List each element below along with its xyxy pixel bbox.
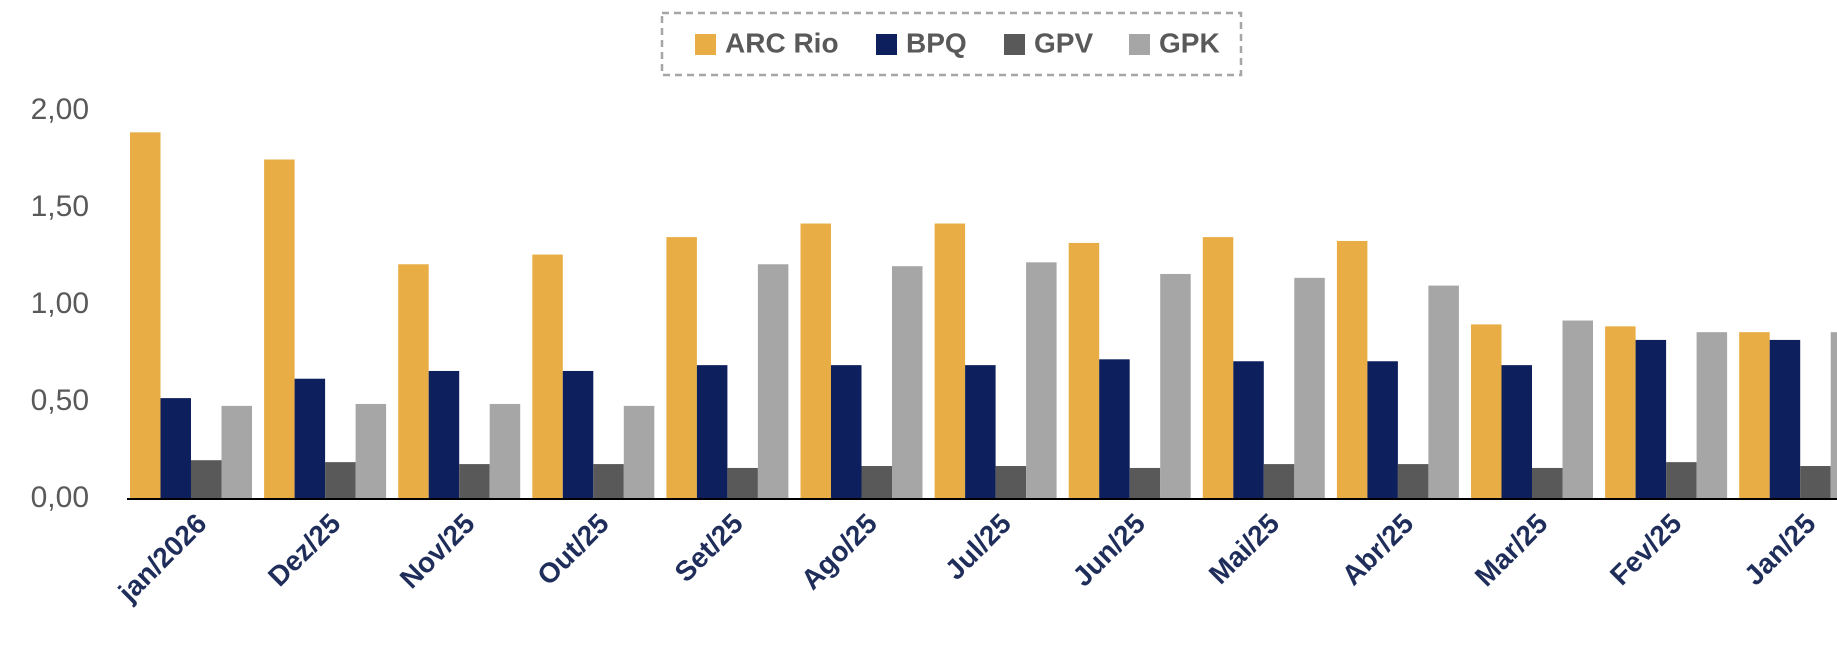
- bar: [532, 254, 563, 499]
- x-tick-label: Ago/25: [795, 508, 883, 596]
- bar: [1026, 262, 1057, 499]
- y-tick-label: 1,50: [31, 190, 89, 223]
- bar: [696, 365, 728, 499]
- x-tick-label: Nov/25: [394, 508, 481, 595]
- bar: [1769, 339, 1801, 499]
- legend-swatch: [1129, 34, 1150, 55]
- bar: [1830, 332, 1837, 499]
- bar: [1367, 361, 1398, 499]
- x-tick-label: Set/25: [669, 508, 749, 588]
- bar: [892, 266, 923, 499]
- bar: [221, 405, 252, 499]
- bar: [1294, 277, 1325, 499]
- legend-box: [660, 11, 1243, 77]
- legend-swatch: [1004, 34, 1025, 55]
- bar: [428, 370, 460, 499]
- y-tick-label: 0,50: [31, 384, 89, 417]
- y-tick-label: 0,00: [31, 481, 89, 514]
- bar: [191, 460, 222, 499]
- bar: [1336, 240, 1368, 500]
- bar: [355, 403, 387, 499]
- x-tick-label: Mai/25: [1203, 508, 1285, 590]
- x-tick-label: Jun/25: [1067, 508, 1152, 593]
- x-tick-label: Fev/25: [1604, 508, 1688, 592]
- legend-swatch: [876, 34, 897, 55]
- bar: [264, 159, 295, 499]
- bar: [562, 370, 594, 499]
- legend-label: GPK: [1159, 27, 1220, 58]
- bar: [995, 466, 1027, 499]
- bar: [325, 462, 356, 499]
- x-tick-label: Dez/25: [262, 508, 347, 593]
- bar: [861, 466, 892, 499]
- bar: [727, 467, 758, 499]
- bar: [1666, 462, 1697, 499]
- bar: [1129, 467, 1161, 499]
- bar: [757, 264, 789, 499]
- bar: [1501, 365, 1532, 499]
- bar: [593, 464, 624, 499]
- x-tick-label: Jul/25: [939, 508, 1017, 586]
- bar: [1739, 332, 1770, 499]
- bar: [800, 223, 831, 499]
- x-tick-label: Mar/25: [1469, 508, 1554, 593]
- y-tick-label: 2,00: [31, 93, 89, 126]
- bar: [130, 132, 161, 499]
- bar: [1696, 332, 1728, 499]
- y-tick-label: 1,00: [31, 287, 89, 320]
- bar: [623, 405, 655, 499]
- bar: [1800, 466, 1831, 499]
- bar: [1397, 464, 1429, 499]
- bar: [1068, 242, 1100, 500]
- bar: [1428, 285, 1459, 499]
- x-tick-label: jan/2026: [112, 508, 213, 609]
- x-tick-label: Abr/25: [1336, 508, 1420, 592]
- bar: [934, 223, 966, 499]
- bar: [160, 398, 191, 499]
- legend-label: ARC Rio: [725, 27, 839, 58]
- bar: [1160, 273, 1191, 499]
- bar: [1562, 320, 1593, 499]
- bar: [1099, 359, 1130, 499]
- x-tick-label: Out/25: [531, 508, 615, 592]
- x-tick-label: Jan/25: [1738, 508, 1822, 592]
- bar: [398, 264, 429, 499]
- bar: [666, 237, 697, 499]
- bar: [965, 365, 996, 499]
- legend-label: BPQ: [906, 27, 967, 58]
- bar: [1605, 326, 1636, 499]
- bar: [489, 403, 521, 499]
- bar: [294, 378, 326, 499]
- bar: [1202, 237, 1234, 499]
- bar: [1635, 339, 1667, 499]
- bar: [1233, 361, 1264, 499]
- bar: [1532, 467, 1563, 499]
- legend-swatch: [695, 34, 716, 55]
- bar: [831, 365, 862, 499]
- bar: [1471, 324, 1502, 499]
- bar: [1263, 464, 1295, 499]
- legend-label: GPV: [1034, 27, 1093, 58]
- bar: [459, 464, 490, 499]
